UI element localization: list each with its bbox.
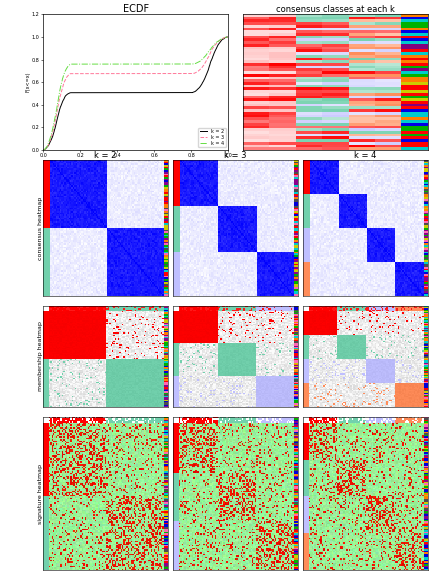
Y-axis label: signature heatmap: signature heatmap bbox=[38, 464, 43, 524]
Title: k = 4: k = 4 bbox=[354, 150, 376, 160]
Title: ECDF: ECDF bbox=[123, 3, 149, 14]
Y-axis label: membership heatmap: membership heatmap bbox=[38, 321, 43, 392]
Title: consensus classes at each k: consensus classes at each k bbox=[276, 5, 395, 14]
Title: k = 3: k = 3 bbox=[224, 150, 247, 160]
Title: k = 2: k = 2 bbox=[95, 150, 117, 160]
Y-axis label: F(x<=x): F(x<=x) bbox=[25, 72, 31, 92]
Y-axis label: consensus heatmap: consensus heatmap bbox=[38, 196, 43, 260]
X-axis label: consensus index value (x): consensus index value (x) bbox=[104, 160, 167, 165]
Legend: k = 2, k = 3, k = 4: k = 2, k = 3, k = 4 bbox=[198, 127, 226, 147]
